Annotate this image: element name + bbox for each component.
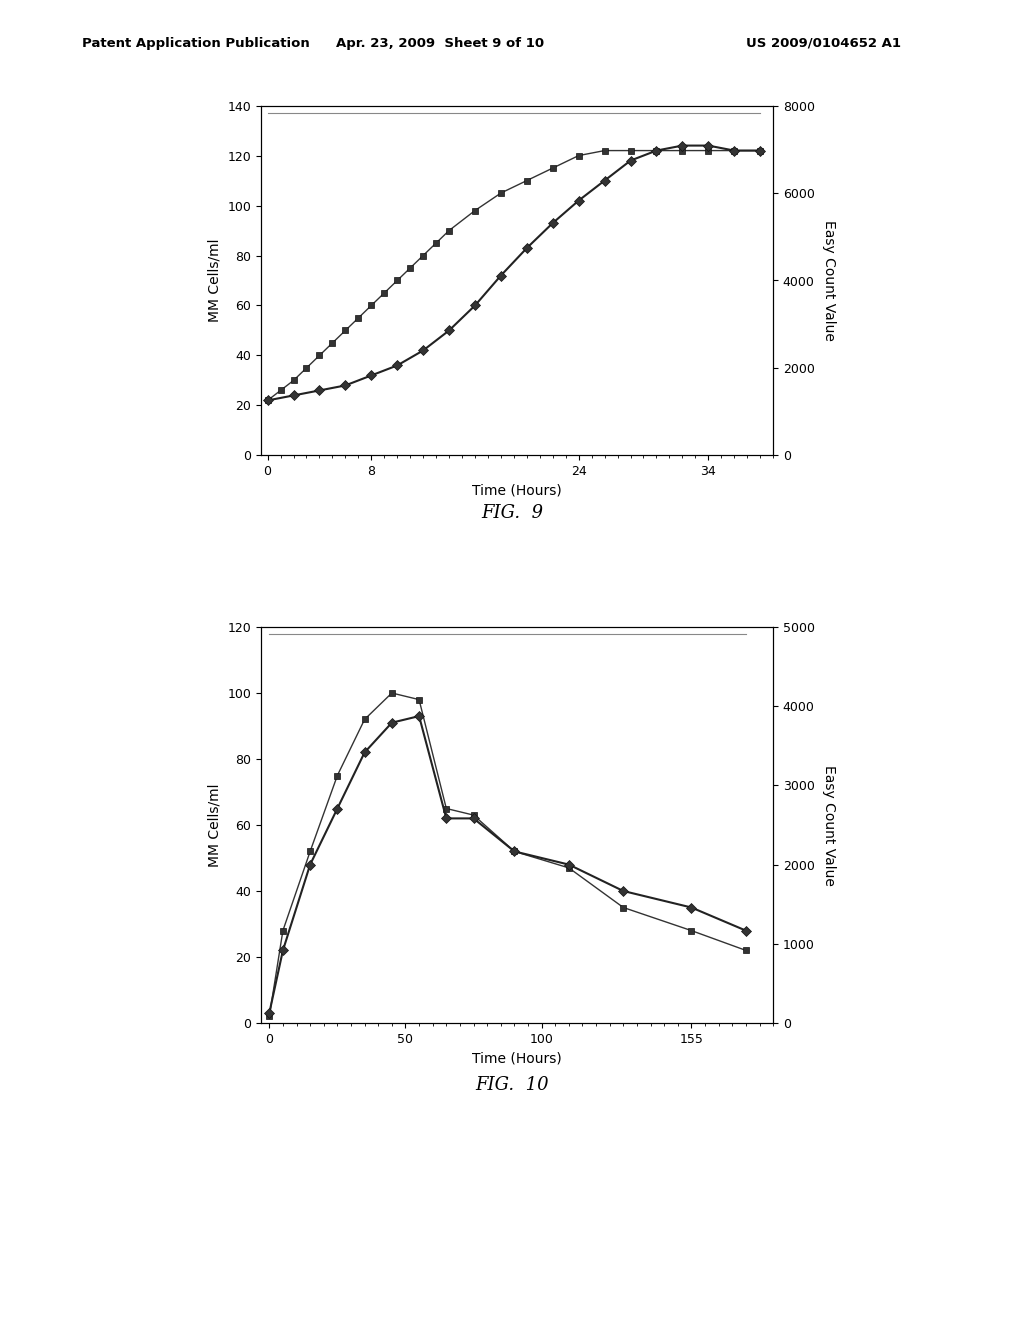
X-axis label: Time (Hours): Time (Hours)	[472, 1051, 562, 1065]
Text: FIG.  9: FIG. 9	[481, 504, 543, 523]
Text: US 2009/0104652 A1: US 2009/0104652 A1	[746, 37, 901, 50]
X-axis label: Time (Hours): Time (Hours)	[472, 483, 562, 498]
Y-axis label: Easy Count Value: Easy Count Value	[821, 764, 836, 886]
Y-axis label: MM Cells/ml: MM Cells/ml	[208, 239, 222, 322]
Text: FIG.  10: FIG. 10	[475, 1076, 549, 1094]
Y-axis label: Easy Count Value: Easy Count Value	[821, 220, 836, 341]
Text: Apr. 23, 2009  Sheet 9 of 10: Apr. 23, 2009 Sheet 9 of 10	[336, 37, 545, 50]
Text: Patent Application Publication: Patent Application Publication	[82, 37, 309, 50]
Y-axis label: MM Cells/ml: MM Cells/ml	[208, 783, 222, 867]
